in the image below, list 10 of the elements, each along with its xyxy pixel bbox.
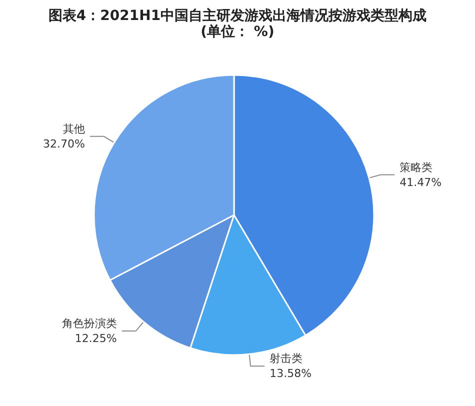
chart-subtitle: (单位： %) bbox=[200, 24, 274, 40]
slice-label: 角色扮演类 bbox=[62, 317, 117, 330]
data-label: 12.25% bbox=[74, 332, 117, 346]
slice-label: 射击类 bbox=[270, 352, 303, 366]
data-label: 32.70% bbox=[42, 137, 85, 150]
data-label: 41.47% bbox=[400, 176, 442, 189]
chart-title: 图表4：2021H1中国自主研发游戏出海情况按游戏类型构成 bbox=[48, 7, 427, 24]
slice-label: 策略类 bbox=[400, 160, 433, 174]
slice-label: 其他 bbox=[62, 122, 85, 136]
data-label: 13.58% bbox=[270, 367, 312, 380]
